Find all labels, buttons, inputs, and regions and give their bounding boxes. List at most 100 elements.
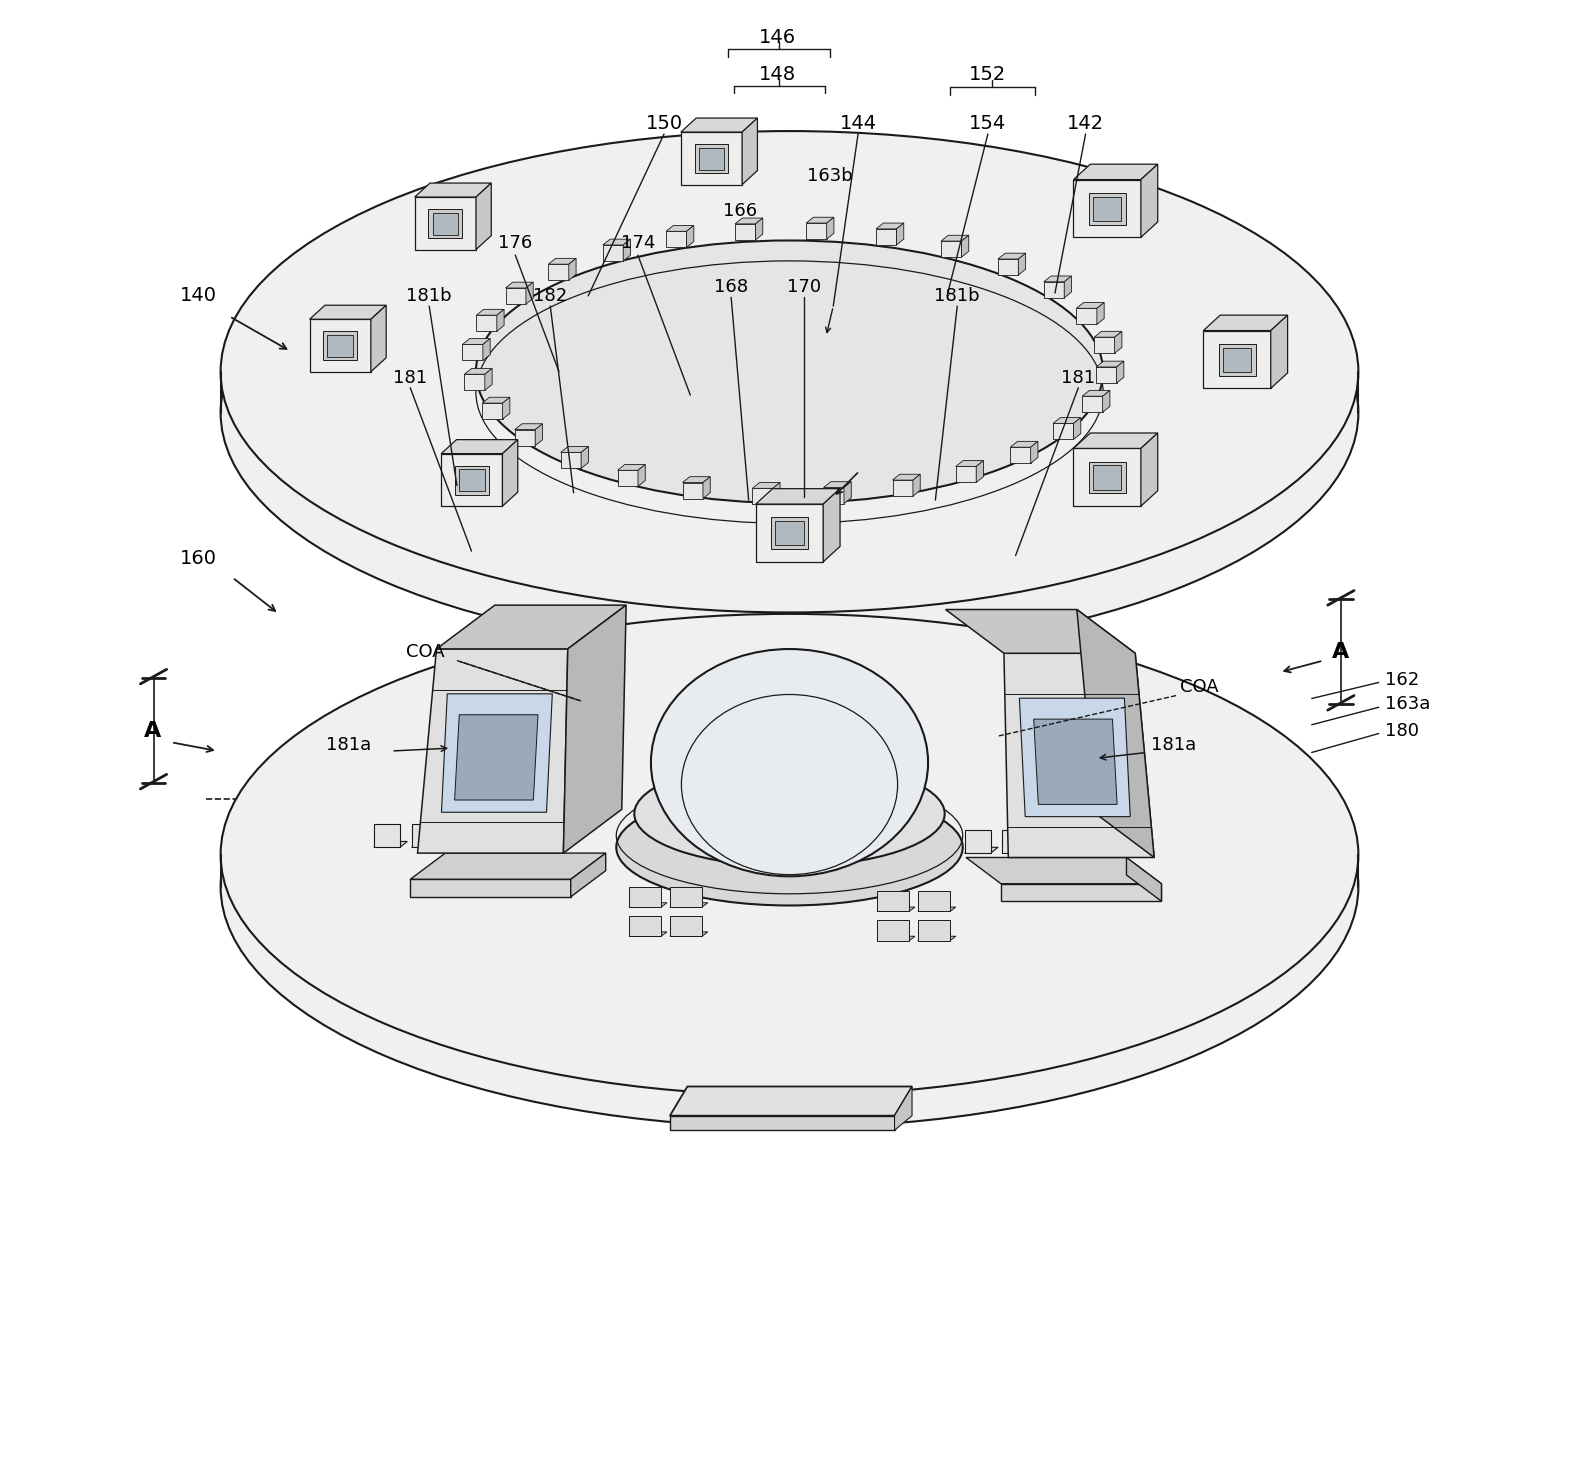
Polygon shape <box>412 824 437 848</box>
Polygon shape <box>756 489 840 505</box>
Polygon shape <box>1074 164 1157 179</box>
Polygon shape <box>917 890 951 911</box>
Polygon shape <box>669 1087 913 1116</box>
Polygon shape <box>464 368 493 374</box>
Polygon shape <box>897 223 903 245</box>
Text: 160: 160 <box>180 549 216 568</box>
Polygon shape <box>1082 390 1110 396</box>
Polygon shape <box>892 474 921 480</box>
Polygon shape <box>309 320 371 371</box>
Polygon shape <box>1077 302 1104 308</box>
Polygon shape <box>824 481 851 487</box>
Polygon shape <box>463 339 489 345</box>
Polygon shape <box>482 403 502 420</box>
Polygon shape <box>771 518 808 549</box>
Polygon shape <box>742 117 758 185</box>
Polygon shape <box>568 258 576 280</box>
Polygon shape <box>433 213 458 235</box>
Text: 148: 148 <box>759 65 796 84</box>
Ellipse shape <box>221 645 1358 1127</box>
Polygon shape <box>669 915 703 936</box>
Polygon shape <box>603 239 630 245</box>
Polygon shape <box>966 858 1162 883</box>
Polygon shape <box>628 902 666 907</box>
Text: 176: 176 <box>497 235 532 252</box>
Polygon shape <box>327 334 354 356</box>
Text: A: A <box>1333 643 1350 662</box>
Ellipse shape <box>635 761 944 867</box>
Polygon shape <box>955 467 976 483</box>
Polygon shape <box>1011 447 1031 464</box>
Polygon shape <box>505 288 526 304</box>
Polygon shape <box>681 132 742 185</box>
Polygon shape <box>666 232 687 248</box>
Polygon shape <box>876 229 897 245</box>
Polygon shape <box>1041 830 1067 854</box>
Polygon shape <box>681 117 758 132</box>
Polygon shape <box>477 315 497 332</box>
Text: 154: 154 <box>970 114 1006 133</box>
Polygon shape <box>1088 462 1126 493</box>
Polygon shape <box>1142 164 1157 238</box>
Polygon shape <box>917 936 955 940</box>
Polygon shape <box>755 219 763 241</box>
Polygon shape <box>415 183 491 197</box>
Polygon shape <box>895 1087 913 1130</box>
Polygon shape <box>638 465 646 487</box>
Polygon shape <box>752 483 780 489</box>
Polygon shape <box>624 239 630 261</box>
Text: 163a: 163a <box>1385 695 1431 713</box>
Polygon shape <box>1003 830 1030 854</box>
Polygon shape <box>502 440 518 506</box>
Polygon shape <box>827 217 834 239</box>
Polygon shape <box>1044 282 1064 298</box>
Polygon shape <box>475 183 491 249</box>
Polygon shape <box>823 489 840 562</box>
Polygon shape <box>876 223 903 229</box>
Text: 163b: 163b <box>807 167 853 185</box>
Text: 181b: 181b <box>406 288 452 305</box>
Polygon shape <box>1096 361 1124 367</box>
Polygon shape <box>1004 653 1154 858</box>
Polygon shape <box>415 197 475 249</box>
Polygon shape <box>752 489 772 505</box>
Polygon shape <box>843 481 851 503</box>
Text: 180: 180 <box>1385 722 1418 739</box>
Polygon shape <box>570 854 606 896</box>
Polygon shape <box>1020 698 1131 817</box>
Polygon shape <box>428 210 463 238</box>
Polygon shape <box>548 264 568 280</box>
Text: COA: COA <box>406 643 445 660</box>
Text: COA: COA <box>1181 678 1219 695</box>
Text: A: A <box>144 720 161 741</box>
Text: 166: 166 <box>723 202 756 220</box>
Polygon shape <box>1074 179 1142 238</box>
Polygon shape <box>1115 332 1123 354</box>
Polygon shape <box>962 235 970 257</box>
Text: 142: 142 <box>1067 114 1104 133</box>
Polygon shape <box>1082 396 1102 412</box>
Text: 174: 174 <box>621 235 655 252</box>
Text: 144: 144 <box>840 114 876 133</box>
Polygon shape <box>1077 609 1154 858</box>
Polygon shape <box>917 907 955 911</box>
Polygon shape <box>1041 848 1074 854</box>
Polygon shape <box>772 483 780 505</box>
Polygon shape <box>309 305 387 320</box>
Ellipse shape <box>221 172 1358 653</box>
Polygon shape <box>628 886 662 907</box>
Polygon shape <box>917 920 951 940</box>
Polygon shape <box>1142 433 1157 506</box>
Polygon shape <box>669 1116 895 1130</box>
Polygon shape <box>998 260 1018 276</box>
Polygon shape <box>1093 197 1121 222</box>
Polygon shape <box>617 471 638 487</box>
Polygon shape <box>1064 276 1072 298</box>
Polygon shape <box>1096 367 1116 383</box>
Polygon shape <box>374 842 407 848</box>
Text: 181: 181 <box>393 368 428 387</box>
Polygon shape <box>1001 883 1162 901</box>
Text: 152: 152 <box>970 65 1006 84</box>
Polygon shape <box>1077 308 1097 324</box>
Polygon shape <box>892 480 913 496</box>
